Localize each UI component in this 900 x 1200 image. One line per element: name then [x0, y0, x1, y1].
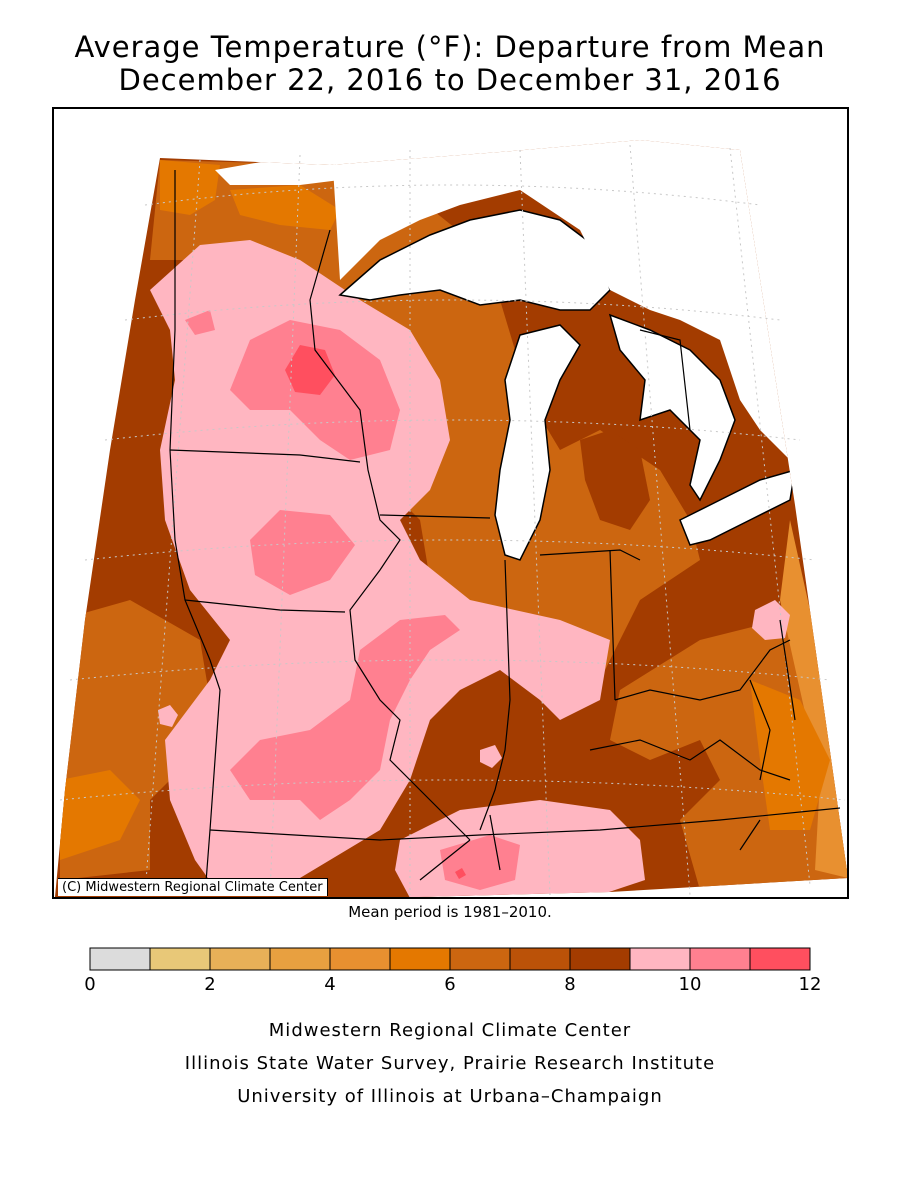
state-borders [169, 170, 841, 896]
credit-line-3: University of Illinois at Urbana–Champai… [237, 1086, 663, 1107]
legend-tick-label: 12 [798, 974, 822, 995]
legend-swatch [449, 947, 511, 971]
legend-tick-label: 6 [444, 974, 456, 995]
mean-period-note: Mean period is 1981–2010. [348, 903, 552, 921]
legend-tick-label: 2 [204, 974, 216, 995]
legend-swatch [269, 947, 331, 971]
lake-superior [338, 209, 611, 311]
credit-line-1: Midwestern Regional Climate Center [268, 1020, 632, 1041]
legend-swatch [89, 947, 151, 971]
legend-swatch [329, 947, 391, 971]
legend-tick-label: 0 [84, 974, 96, 995]
canada-land-west [215, 150, 340, 185]
temperature-departure-field [55, 140, 848, 898]
map-title-line2: December 22, 2016 to December 31, 2016 [118, 63, 782, 97]
anomaly-10-11-mo-il [230, 615, 460, 820]
legend-swatch [209, 947, 271, 971]
anomaly-11-12-ky-spot [455, 868, 466, 879]
anomaly-9-10-ohio-spot [752, 600, 790, 640]
anomaly-4-5-region-east [780, 520, 848, 878]
anomaly-10-11-nd [185, 310, 215, 335]
anomaly-11-12-core [285, 345, 335, 395]
map-title-line1: Average Temperature (°F): Departure from… [74, 30, 826, 64]
lake-michigan [494, 324, 581, 561]
legend-tick-label: 10 [678, 974, 702, 995]
copyright-label: (C) Midwestern Regional Climate Center [58, 878, 328, 896]
legend-swatch [569, 947, 631, 971]
anomaly-9-10-west-spot [158, 705, 178, 727]
canada-land [330, 140, 848, 520]
legend-swatch [689, 947, 751, 971]
anomaly-5-6-region-west [60, 770, 140, 860]
legend-colorbar [89, 947, 811, 971]
lake-huron [608, 313, 736, 502]
map-frame [52, 107, 849, 899]
graticule [59, 144, 846, 896]
legend-swatch [749, 947, 811, 971]
anomaly-5-6-region-nw [230, 185, 340, 230]
legend-swatch [509, 947, 571, 971]
lake-erie [679, 468, 796, 546]
anomaly-8-9-michigan [580, 430, 650, 530]
legend-swatch [629, 947, 691, 971]
legend-tick-label: 8 [564, 974, 576, 995]
legend-swatch [149, 947, 211, 971]
anomaly-5-6-region-east2 [750, 680, 830, 830]
anomaly-9-10-south-spot [480, 745, 502, 768]
credit-line-2: Illinois State Water Survey, Prairie Res… [184, 1053, 716, 1074]
legend-tick-label: 4 [324, 974, 336, 995]
anomaly-10-11-iowa [250, 510, 355, 595]
legend-swatch [389, 947, 451, 971]
